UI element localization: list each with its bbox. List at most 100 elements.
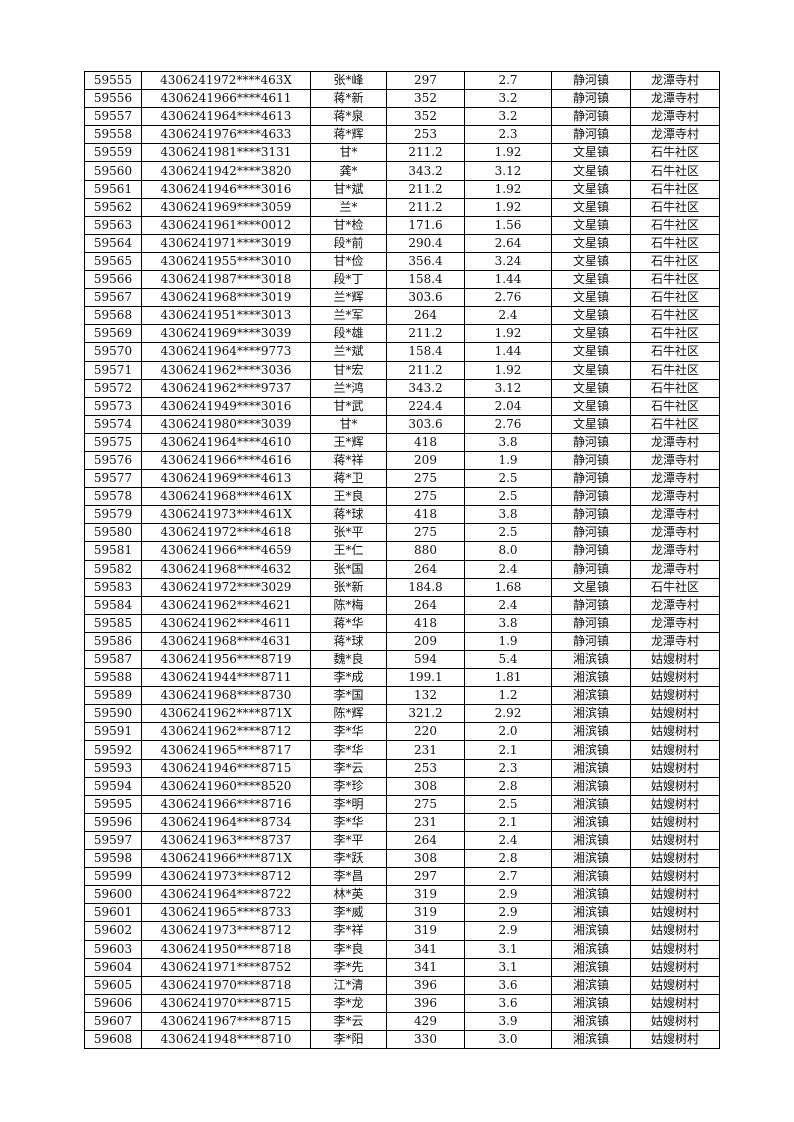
id-number-cell: 4306241971****3019: [141, 233, 311, 253]
town-cell: 静河镇: [551, 89, 631, 109]
table-row: 59569 4306241969****3039 段*雄 211.2 1.92 文星镇 石牛…: [84, 324, 720, 344]
table-body: 59555 4306241972****463X 张*峰 297 2.7 静河镇 龙潭寺村 5…: [84, 70, 720, 1050]
table-row: 59603 4306241950****8718 李*良 341 3.1 湘滨镇 姑嫂树村: [84, 939, 720, 959]
quantity-cell: 1.81: [464, 668, 552, 688]
serial-number-cell: 59575: [84, 432, 142, 452]
table-row: 59565 4306241955****3010 甘*俭 356.4 3.24 文星镇 石牛…: [84, 251, 720, 272]
village-cell: 石牛社区: [630, 288, 720, 308]
town-cell: 湘滨镇: [551, 758, 631, 778]
name-cell: 段*丁: [310, 270, 387, 290]
amount-cell: 231: [386, 740, 465, 760]
village-cell: 龙潭寺村: [630, 450, 720, 471]
village-cell: 龙潭寺村: [630, 70, 720, 91]
serial-number-cell: 59600: [84, 885, 142, 905]
name-cell: 兰*军: [310, 306, 387, 326]
quantity-cell: 2.4: [464, 306, 552, 326]
quantity-cell: 2.5: [464, 487, 552, 507]
id-number-cell: 4306241965****8733: [141, 903, 311, 923]
town-cell: 湘滨镇: [551, 867, 631, 887]
id-number-cell: 4306241969****3039: [141, 324, 311, 344]
amount-cell: 209: [386, 450, 465, 471]
id-number-cell: 4306241944****8711: [141, 668, 311, 688]
amount-cell: 330: [386, 1029, 465, 1050]
table-row: 59597 4306241963****8737 李*平 264 2.4 湘滨镇 姑嫂树村: [84, 830, 720, 851]
town-cell: 湘滨镇: [551, 1011, 631, 1031]
id-number-cell: 4306241971****8752: [141, 957, 311, 977]
id-number-cell: 4306241973****461X: [141, 505, 311, 525]
table-row: 59607 4306241967****8715 李*云 429 3.9 湘滨镇 姑嫂树村: [84, 1011, 720, 1031]
village-cell: 石牛社区: [630, 360, 720, 380]
town-cell: 静河镇: [551, 505, 631, 525]
quantity-cell: 3.0: [464, 1029, 552, 1050]
table-row: 59586 4306241968****4631 蒋*球 209 1.9 静河镇 龙潭寺村: [84, 631, 720, 652]
serial-number-cell: 59557: [84, 107, 142, 127]
serial-number-cell: 59595: [84, 794, 142, 814]
town-cell: 湘滨镇: [551, 812, 631, 832]
village-cell: 姑嫂树村: [630, 776, 720, 796]
town-cell: 文星镇: [551, 179, 631, 199]
serial-number-cell: 59578: [84, 487, 142, 507]
id-number-cell: 4306241969****3059: [141, 197, 311, 217]
serial-number-cell: 59556: [84, 89, 142, 109]
serial-number-cell: 59566: [84, 270, 142, 290]
id-number-cell: 4306241966****4659: [141, 541, 311, 561]
amount-cell: 132: [386, 686, 465, 706]
town-cell: 湘滨镇: [551, 649, 631, 670]
town-cell: 静河镇: [551, 631, 631, 652]
name-cell: 江*清: [310, 975, 387, 995]
name-cell: 李*国: [310, 686, 387, 706]
village-cell: 龙潭寺村: [630, 631, 720, 652]
village-cell: 姑嫂树村: [630, 849, 720, 869]
town-cell: 文星镇: [551, 342, 631, 362]
id-number-cell: 4306241966****4611: [141, 89, 311, 109]
table-row: 59600 4306241964****8722 林*英 319 2.9 湘滨镇 姑嫂树村: [84, 885, 720, 905]
amount-cell: 319: [386, 903, 465, 923]
table-row: 59557 4306241964****4613 蒋*泉 352 3.2 静河镇 龙潭寺村: [84, 107, 720, 127]
id-number-cell: 4306241968****4631: [141, 631, 311, 652]
id-number-cell: 4306241964****4613: [141, 107, 311, 127]
name-cell: 兰*辉: [310, 288, 387, 308]
serial-number-cell: 59602: [84, 921, 142, 941]
id-number-cell: 4306241966****4616: [141, 450, 311, 471]
amount-cell: 264: [386, 306, 465, 326]
village-cell: 姑嫂树村: [630, 1029, 720, 1050]
quantity-cell: 2.1: [464, 740, 552, 760]
id-number-cell: 4306241972****4618: [141, 523, 311, 543]
table-row: 59605 4306241970****8718 江*清 396 3.6 湘滨镇 姑嫂树村: [84, 975, 720, 995]
amount-cell: 220: [386, 722, 465, 742]
serial-number-cell: 59598: [84, 849, 142, 869]
village-cell: 姑嫂树村: [630, 993, 720, 1013]
quantity-cell: 2.3: [464, 125, 552, 145]
amount-cell: 343.2: [386, 161, 465, 181]
name-cell: 李*昌: [310, 867, 387, 887]
town-cell: 静河镇: [551, 595, 631, 615]
town-cell: 文星镇: [551, 414, 631, 434]
town-cell: 湘滨镇: [551, 686, 631, 706]
village-cell: 石牛社区: [630, 251, 720, 272]
table-row: 59596 4306241964****8734 李*华 231 2.1 湘滨镇 姑嫂树村: [84, 812, 720, 832]
name-cell: 张*峰: [310, 70, 387, 91]
serial-number-cell: 59583: [84, 577, 142, 597]
name-cell: 蒋*辉: [310, 125, 387, 145]
id-number-cell: 4306241942****3820: [141, 161, 311, 181]
serial-number-cell: 59586: [84, 631, 142, 652]
amount-cell: 594: [386, 649, 465, 670]
id-number-cell: 4306241973****8712: [141, 921, 311, 941]
town-cell: 湘滨镇: [551, 993, 631, 1013]
name-cell: 李*平: [310, 830, 387, 851]
village-cell: 石牛社区: [630, 378, 720, 398]
id-number-cell: 4306241970****8718: [141, 975, 311, 995]
serial-number-cell: 59584: [84, 595, 142, 615]
village-cell: 石牛社区: [630, 179, 720, 199]
quantity-cell: 5.4: [464, 649, 552, 670]
town-cell: 静河镇: [551, 469, 631, 489]
name-cell: 兰*鸿: [310, 378, 387, 398]
table-row: 59587 4306241956****8719 魏*良 594 5.4 湘滨镇 姑嫂树村: [84, 649, 720, 670]
table-row: 59555 4306241972****463X 张*峰 297 2.7 静河镇 龙潭寺村: [84, 70, 720, 91]
amount-cell: 158.4: [386, 270, 465, 290]
quantity-cell: 1.44: [464, 270, 552, 290]
id-number-cell: 4306241966****8716: [141, 794, 311, 814]
village-cell: 石牛社区: [630, 233, 720, 253]
town-cell: 静河镇: [551, 432, 631, 452]
amount-cell: 396: [386, 975, 465, 995]
